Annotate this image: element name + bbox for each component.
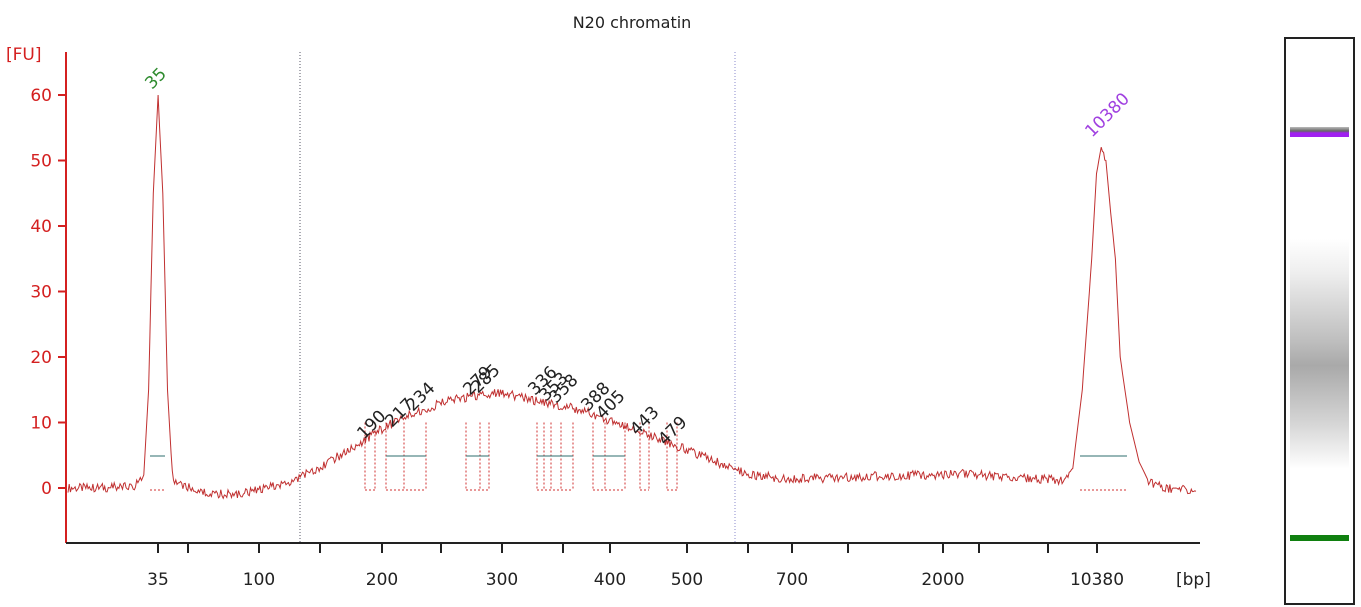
x-tick-label: 700 — [776, 570, 808, 590]
peak-label: 190 — [353, 406, 390, 443]
y-axis-label: [FU] — [6, 45, 42, 65]
y-tick-label: 0 — [41, 479, 52, 499]
peak-label: 10380 — [1081, 89, 1133, 141]
electropherogram-chart: N20 chromatin [FU] [bp] 0 10 20 30 40 50 60 35… — [6, 13, 1211, 590]
x-tick-label: 400 — [594, 570, 626, 590]
x-tick-label: 2000 — [921, 570, 964, 590]
gel-upper-marker-band — [1290, 127, 1349, 137]
gel-lower-marker-band — [1290, 535, 1349, 541]
x-axis-label: [bp] — [1176, 570, 1211, 590]
x-tick-label: 500 — [671, 570, 703, 590]
trace-line — [67, 94, 1197, 500]
x-tick-label: 300 — [486, 570, 518, 590]
y-tick-label: 10 — [30, 414, 52, 434]
y-tick-label: 50 — [30, 152, 52, 172]
x-tick-label: 35 — [147, 570, 169, 590]
chart-title: N20 chromatin — [573, 13, 692, 32]
peak-label: 35 — [141, 64, 170, 93]
x-tick-label: 100 — [243, 570, 275, 590]
y-tick-label: 20 — [30, 348, 52, 368]
y-tick-label: 40 — [30, 217, 52, 237]
y-tick-label: 30 — [30, 283, 52, 303]
gel-smear — [1290, 239, 1349, 469]
x-tick-label: 10380 — [1070, 570, 1124, 590]
y-tick-label: 60 — [30, 86, 52, 106]
gel-lane — [1284, 37, 1355, 605]
x-tick-label: 200 — [366, 570, 398, 590]
